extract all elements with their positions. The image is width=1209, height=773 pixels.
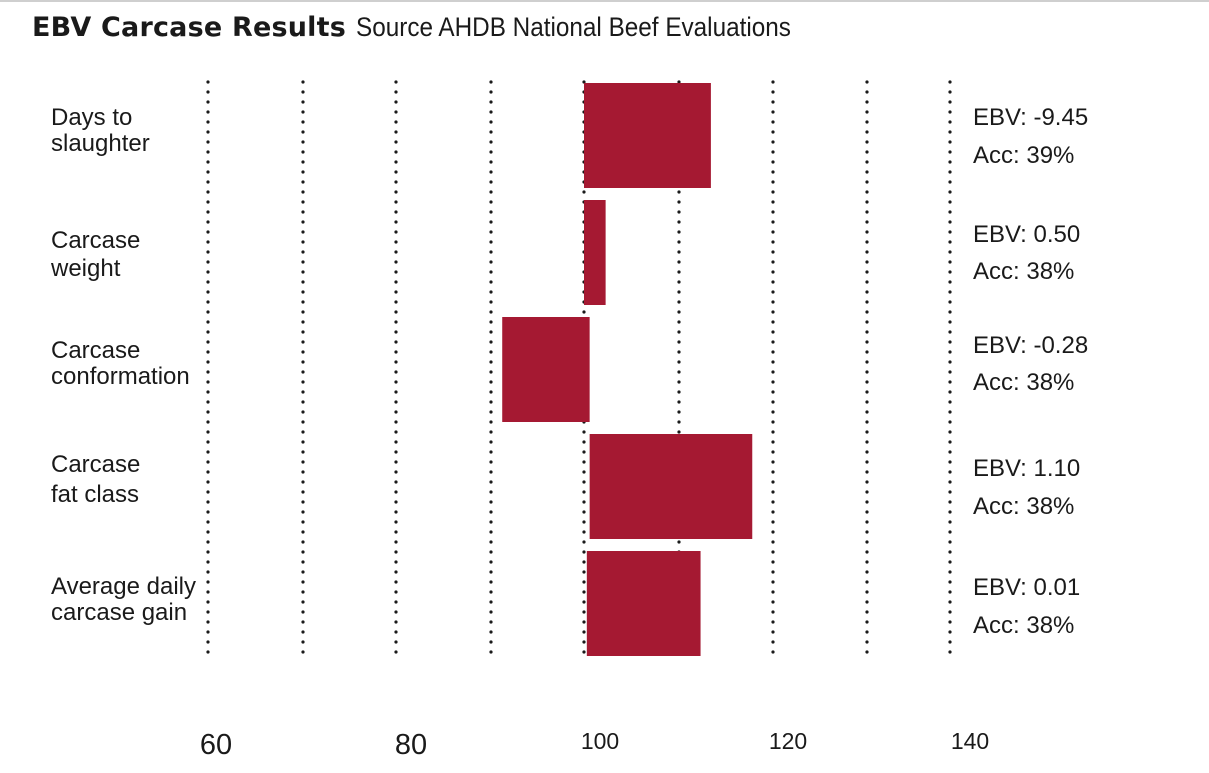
ebv-value: EBV: 0.01 <box>973 574 1080 601</box>
bar <box>502 317 590 422</box>
row-label-line: Days to <box>51 104 132 131</box>
accuracy-value: Acc: 39% <box>973 142 1074 169</box>
accuracy-value: Acc: 38% <box>973 369 1074 396</box>
bar <box>584 200 606 305</box>
bar <box>589 434 753 539</box>
x-tick-label: 80 <box>395 729 427 761</box>
x-tick-label: 120 <box>769 728 807 754</box>
ebv-value: EBV: -9.45 <box>973 104 1088 131</box>
row-label-line: conformation <box>51 363 190 390</box>
accuracy-value: Acc: 38% <box>973 493 1074 520</box>
row-label-line: carcase gain <box>51 599 187 626</box>
ebv-value: EBV: -0.28 <box>973 332 1088 359</box>
bar <box>584 83 711 188</box>
row-label-line: Carcase <box>51 337 140 364</box>
x-tick-label: 60 <box>200 729 232 761</box>
chart-title: EBV Carcase Results <box>32 12 347 43</box>
accuracy-value: Acc: 38% <box>973 612 1074 639</box>
row-label-line: slaughter <box>51 130 150 157</box>
ebv-value: EBV: 0.50 <box>973 221 1080 248</box>
bar <box>586 551 701 656</box>
row-label-line: Carcase <box>51 227 140 254</box>
x-tick-label: 140 <box>951 728 989 754</box>
top-border <box>0 0 1209 2</box>
row-label-line: weight <box>50 255 121 282</box>
chart-subtitle: Source AHDB National Beef Evaluations <box>356 12 792 42</box>
accuracy-value: Acc: 38% <box>973 258 1074 285</box>
ebv-value: EBV: 1.10 <box>973 455 1080 482</box>
x-tick-label: 100 <box>581 728 619 754</box>
row-label-line: fat class <box>51 481 139 508</box>
row-label-line: Average daily <box>51 573 196 600</box>
row-label-line: Carcase <box>51 451 140 478</box>
chart-header: EBV Carcase Results Source AHDB National… <box>32 12 840 43</box>
